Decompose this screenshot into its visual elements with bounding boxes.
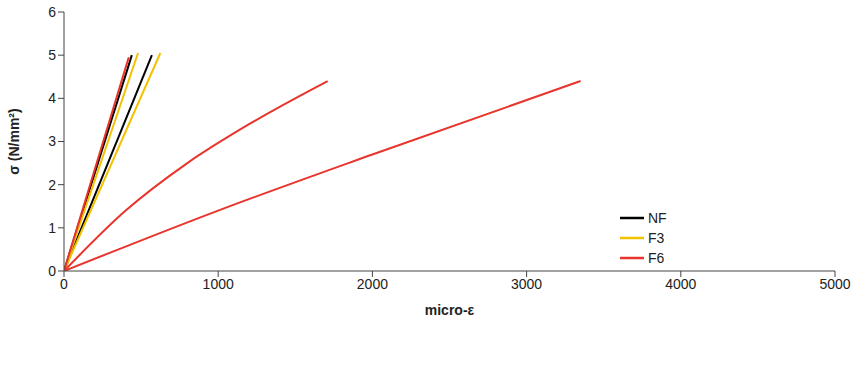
svg-text:0: 0 [60, 276, 68, 292]
html-text:F6: F6 [648, 250, 665, 266]
svg-text:4: 4 [48, 90, 56, 106]
svg-text:2000: 2000 [357, 276, 388, 292]
svg-text:2: 2 [48, 177, 56, 193]
svg-text:4000: 4000 [665, 276, 696, 292]
svg-text:0: 0 [48, 263, 56, 279]
svg-text:6: 6 [48, 4, 56, 20]
svg-text:5: 5 [48, 47, 56, 63]
svg-text:1000: 1000 [203, 276, 234, 292]
svg-text:3000: 3000 [511, 276, 542, 292]
svg-text:3: 3 [48, 133, 56, 149]
svg-text:σ (N/mm²): σ (N/mm²) [6, 108, 22, 174]
svg-text:5000: 5000 [819, 276, 850, 292]
svg-text:1: 1 [48, 220, 56, 236]
html-text:NF: NF [648, 210, 667, 226]
svg-text:micro-ε: micro-ε [425, 302, 475, 318]
html-text:F3: F3 [648, 230, 665, 246]
